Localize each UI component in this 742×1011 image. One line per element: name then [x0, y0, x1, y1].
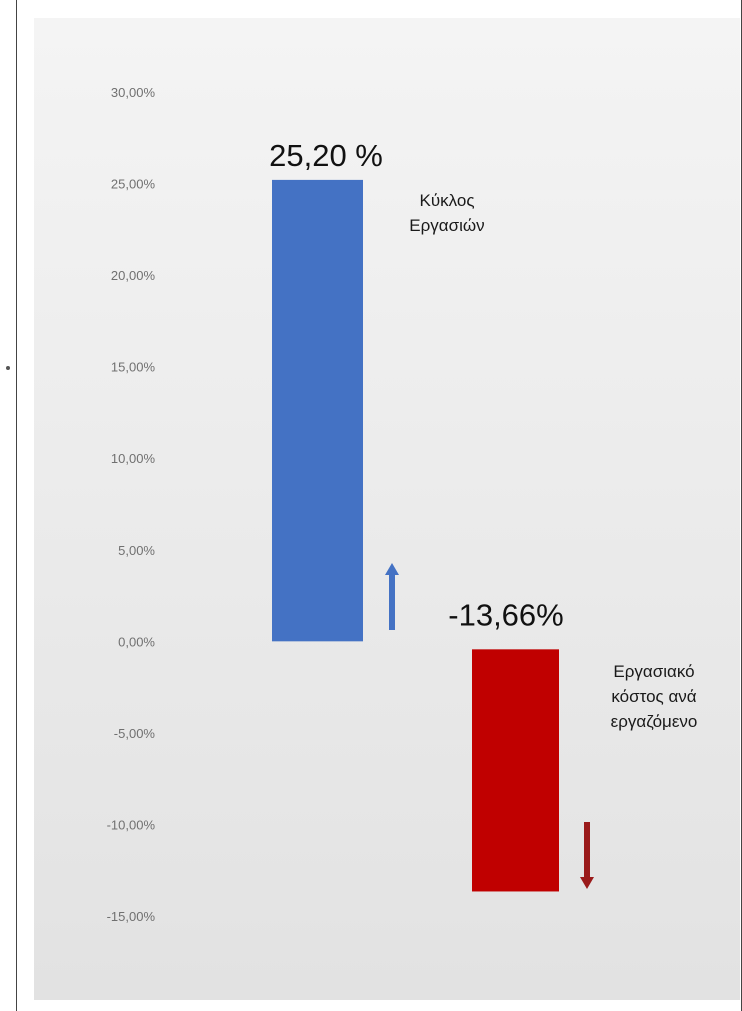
y-tick-label: -5,00% [114, 726, 156, 741]
bar-1 [272, 179, 363, 642]
bar-2 [472, 649, 559, 892]
category-label-1: Εργασιών [409, 216, 484, 235]
y-tick-label: 30,00% [111, 85, 156, 100]
y-tick-label: 25,00% [111, 177, 156, 192]
data-label-2: -13,66% [448, 597, 563, 632]
down-arrow-icon-shaft [584, 822, 590, 879]
category-label-2: εργαζόμενο [611, 712, 698, 731]
stray-dot [6, 366, 10, 370]
chart-plot-area [34, 18, 740, 1000]
category-label-2: Εργασιακό [613, 662, 694, 681]
y-tick-label: 0,00% [118, 634, 155, 649]
y-tick-label: 15,00% [111, 360, 156, 375]
data-label-1: 25,20 % [269, 138, 383, 173]
y-tick-label: -10,00% [107, 817, 156, 832]
y-tick-label: 20,00% [111, 268, 156, 283]
up-arrow-icon [385, 563, 399, 575]
down-arrow-icon [580, 877, 594, 889]
labels: 25,20 % Κύκλος Εργασιών -13,66% Εργασιακό κόσ… [269, 138, 697, 731]
y-tick-label: 10,00% [111, 451, 156, 466]
bars [272, 179, 559, 892]
y-axis: 30,00% 25,00% 20,00% 15,00% 10,00% 5,00% 0,00%… [107, 85, 156, 924]
y-tick-label: -15,00% [107, 909, 156, 924]
arrows [385, 563, 594, 889]
up-arrow-icon-shaft [389, 573, 395, 630]
y-tick-label: 5,00% [118, 543, 155, 558]
category-label-1: Κύκλος [419, 191, 474, 210]
category-label-2: κόστος ανά [611, 687, 696, 706]
